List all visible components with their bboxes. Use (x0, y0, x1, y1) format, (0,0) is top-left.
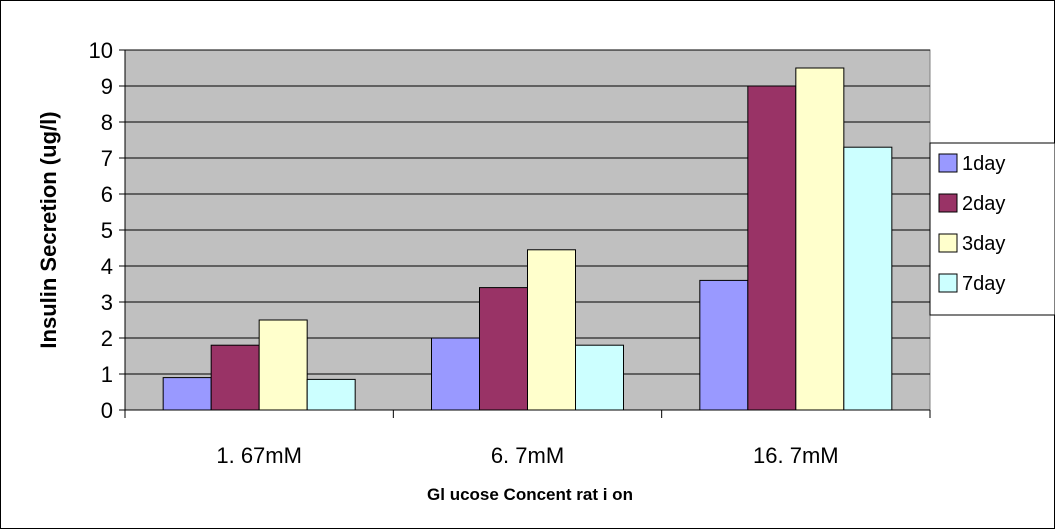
legend-label-1day: 1day (962, 153, 1005, 175)
legend-swatch-7day (938, 273, 958, 293)
y-tick-label: 2 (101, 326, 113, 351)
x-tick-label: 6. 7mM (491, 443, 564, 468)
bar-3day-2 (795, 67, 845, 411)
legend-items: 1day 2day 3day 7day (938, 153, 1005, 295)
x-tick-labels: 1. 67mM 6. 7mM 16. 7mM (216, 443, 838, 468)
x-tick-label: 1. 67mM (216, 443, 302, 468)
legend-label-2day: 2day (962, 193, 1005, 215)
y-tick-labels: 0 1 2 3 4 5 6 7 8 9 10 (89, 38, 113, 423)
x-axis-title: Gl ucose Concent rat i on (427, 485, 633, 504)
bar-7day-1 (575, 344, 624, 411)
y-tick-label: 8 (101, 110, 113, 135)
bar-3day-0 (258, 319, 308, 411)
bar-7day-0 (306, 378, 356, 411)
legend-swatch-3day (938, 233, 958, 253)
y-tick-label: 10 (89, 38, 113, 63)
y-tick-label: 3 (101, 290, 113, 315)
y-axis-title: Insulin Secretion (ug/l) (36, 111, 61, 348)
bar-2day-1 (479, 287, 528, 411)
legend: 1day 2day 3day 7day (929, 142, 1055, 316)
y-tick-label: 1 (101, 362, 113, 387)
y-tick-label: 5 (101, 218, 113, 243)
legend-swatch-2day (938, 193, 958, 213)
y-tick-label: 4 (101, 254, 113, 279)
bar-7day-2 (843, 146, 893, 411)
bar-2day-2 (747, 85, 797, 411)
bars (162, 67, 893, 411)
bar-1day-1 (431, 337, 480, 411)
bar-1day-2 (699, 279, 749, 411)
axes (119, 49, 931, 418)
legend-label-7day: 7day (962, 273, 1005, 295)
legend-label-3day: 3day (962, 233, 1005, 255)
y-tick-label: 6 (101, 182, 113, 207)
y-tick-label: 7 (101, 146, 113, 171)
bar-1day-0 (162, 377, 212, 411)
bar-2day-0 (210, 344, 260, 411)
y-tick-label: 9 (101, 74, 113, 99)
x-tick-label: 16. 7mM (753, 443, 839, 468)
y-tick-label: 0 (101, 398, 113, 423)
bar-3day-1 (527, 249, 576, 411)
legend-swatch-1day (938, 153, 958, 173)
